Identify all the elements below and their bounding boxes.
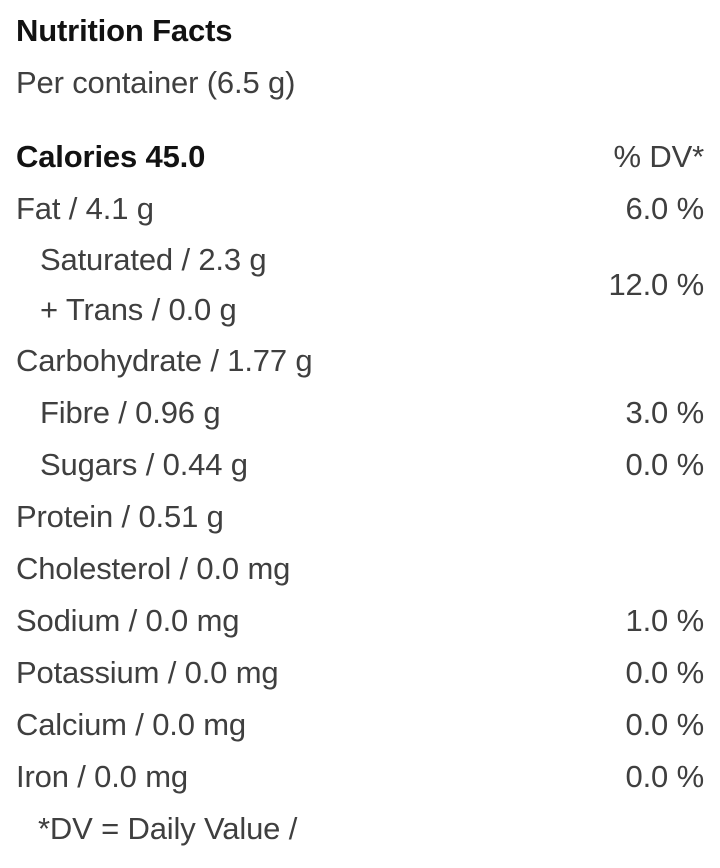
nutrient-label-carbohydrate: Carbohydrate / 1.77 g bbox=[16, 343, 313, 378]
nutrient-row-potassium: Potassium / 0.0 mg 0.0 % bbox=[16, 647, 704, 699]
nutrient-row-cholesterol: Cholesterol / 0.0 mg bbox=[16, 543, 704, 595]
saturated-trans-labels: Saturated / 2.3 g + Trans / 0.0 g bbox=[16, 235, 267, 335]
calories-row: Calories 45.0 % DV* bbox=[16, 131, 704, 183]
nutrient-label-saturated: Saturated / 2.3 g bbox=[40, 242, 267, 277]
nutrient-label-calcium: Calcium / 0.0 mg bbox=[16, 707, 247, 742]
nutrient-row-carbohydrate: Carbohydrate / 1.77 g bbox=[16, 335, 704, 387]
dv-value-calcium: 0.0 % bbox=[625, 707, 705, 742]
nutrient-label-trans: + Trans / 0.0 g bbox=[40, 292, 237, 327]
nutrient-label-potassium: Potassium / 0.0 mg bbox=[16, 655, 279, 690]
daily-value-footnote: *DV = Daily Value / bbox=[38, 811, 298, 846]
nutrient-row-fat: Fat / 4.1 g 6.0 % bbox=[16, 183, 704, 235]
nutrient-row-calcium: Calcium / 0.0 mg 0.0 % bbox=[16, 699, 704, 751]
nutrient-label-iron: Iron / 0.0 mg bbox=[16, 759, 188, 794]
dv-value-sugars: 0.0 % bbox=[625, 447, 705, 482]
nutrient-label-fibre: Fibre / 0.96 g bbox=[40, 395, 221, 430]
nutrient-row-sugars: Sugars / 0.44 g 0.0 % bbox=[16, 439, 704, 491]
dv-column-header: % DV* bbox=[613, 139, 704, 174]
dv-value-fat: 6.0 % bbox=[625, 191, 705, 226]
nutrient-label-cholesterol: Cholesterol / 0.0 mg bbox=[16, 551, 291, 586]
serving-size: Per container (6.5 g) bbox=[16, 65, 296, 100]
dv-value-saturated-trans: 12.0 % bbox=[608, 267, 704, 302]
nutrient-row-protein: Protein / 0.51 g bbox=[16, 491, 704, 543]
dv-value-fibre: 3.0 % bbox=[625, 395, 705, 430]
nutrient-group-saturated-trans: Saturated / 2.3 g + Trans / 0.0 g 12.0 % bbox=[16, 235, 704, 335]
nutrient-label-sugars: Sugars / 0.44 g bbox=[40, 447, 248, 482]
dv-value-sodium: 1.0 % bbox=[625, 603, 705, 638]
dv-value-potassium: 0.0 % bbox=[625, 655, 705, 690]
nutrient-label-fat: Fat / 4.1 g bbox=[16, 191, 154, 226]
calories-value: Calories 45.0 bbox=[16, 139, 206, 174]
nutrient-row-iron: Iron / 0.0 mg 0.0 % bbox=[16, 751, 704, 803]
dv-value-iron: 0.0 % bbox=[625, 759, 705, 794]
panel-title: Nutrition Facts bbox=[16, 13, 233, 48]
nutrient-row-fibre: Fibre / 0.96 g 3.0 % bbox=[16, 387, 704, 439]
nutrient-label-protein: Protein / 0.51 g bbox=[16, 499, 224, 534]
nutrient-label-sodium: Sodium / 0.0 mg bbox=[16, 603, 240, 638]
nutrient-row-sodium: Sodium / 0.0 mg 1.0 % bbox=[16, 595, 704, 647]
